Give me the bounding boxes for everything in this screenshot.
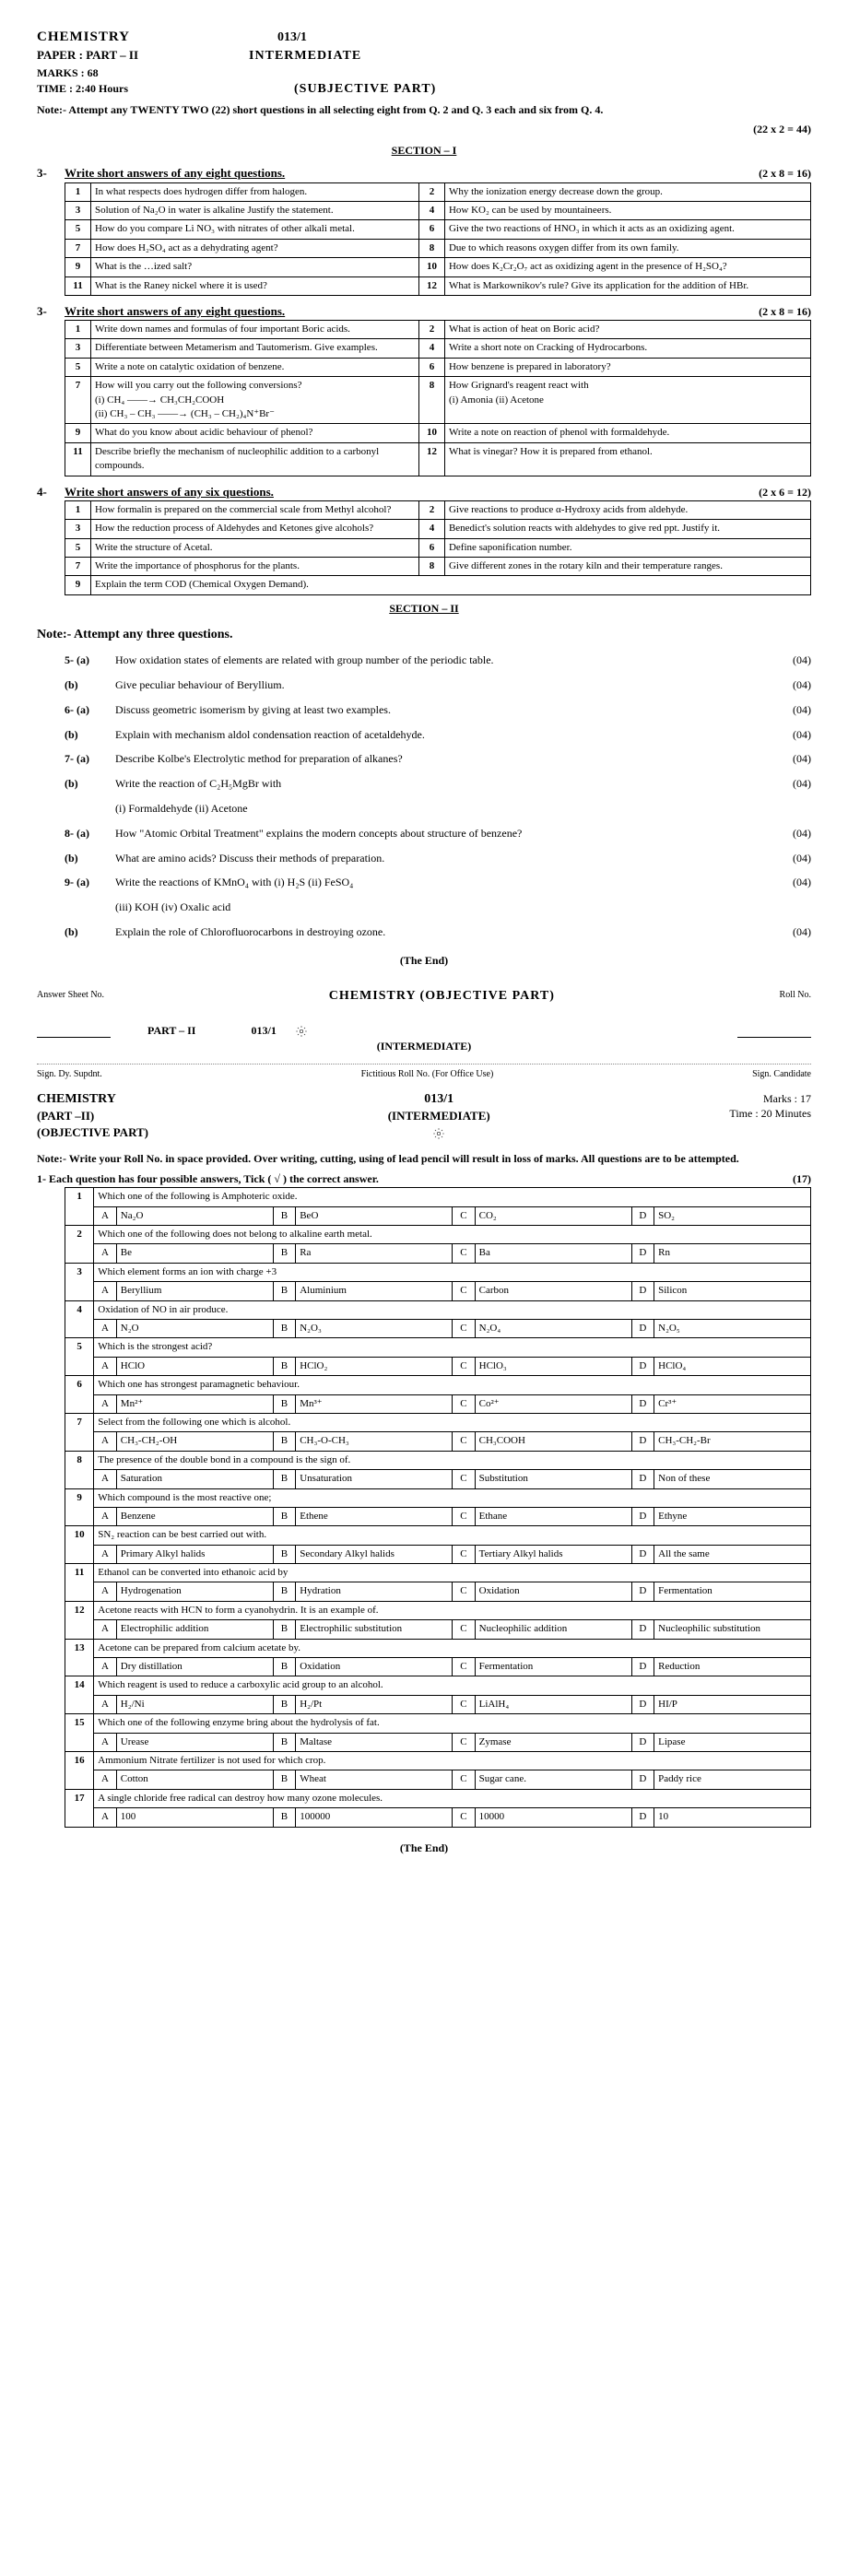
long-question: (iii) KOH (iv) Oxalic acid <box>65 900 811 915</box>
mcq-options-row: AHydrogenationBHydrationCOxidationDFerme… <box>65 1582 811 1601</box>
mcq-question-row: 9Which compound is the most reactive one… <box>65 1488 811 1507</box>
mcq-question-row: 2Which one of the following does not bel… <box>65 1226 811 1244</box>
mcq-question-row: 4Oxidation of NO in air produce. <box>65 1300 811 1319</box>
long-question: (i) Formaldehyde (ii) Acetone <box>65 801 811 817</box>
mcq-options-row: ABerylliumBAluminiumCCarbonDSilicon <box>65 1282 811 1300</box>
objective-note: Note:- Write your Roll No. in space prov… <box>37 1151 811 1167</box>
mcq-question-row: 8The presence of the double bond in a co… <box>65 1451 811 1469</box>
table-row: 5Write a note on catalytic oxidation of … <box>65 358 811 376</box>
note: Note:- Attempt any TWENTY TWO (22) short… <box>37 102 811 118</box>
signature-row: Sign. Dy. Supdnt. Fictitious Roll No. (F… <box>37 1064 811 1081</box>
q4-table: 1How formalin is prepared on the commerc… <box>65 500 811 595</box>
long-question: (b)Give peculiar behaviour of Beryllium.… <box>65 677 811 693</box>
mcq-table: 1Which one of the following is Amphoteri… <box>65 1187 811 1827</box>
long-question: 5- (a)How oxidation states of elements a… <box>65 653 811 668</box>
answer-sheet-box[interactable] <box>37 1023 111 1038</box>
mcq-question-row: 3Which element forms an ion with charge … <box>65 1263 811 1281</box>
mcq-question-row: 6Which one has strongest paramagnetic be… <box>65 1376 811 1394</box>
table-row: 7How will you carry out the following co… <box>65 377 811 424</box>
table-row: 3Solution of Na₂O in water is alkaline J… <box>65 201 811 219</box>
table-row: 5How do you compare Li NO₃ with nitrates… <box>65 220 811 239</box>
time: TIME : 2:40 Hours <box>37 81 128 97</box>
table-row: 11What is the Raney nickel where it is u… <box>65 276 811 295</box>
subject: CHEMISTRY <box>37 28 130 47</box>
long-question: (b)Explain the role of Chlorofluorocarbo… <box>65 924 811 940</box>
paper-part: PAPER : PART – II <box>37 47 138 64</box>
mcq-options-row: AUreaseBMaltaseCZymaseDLipase <box>65 1733 811 1751</box>
mcq-options-row: AMn²⁺BMn³⁺CCo²⁺DCr³⁺ <box>65 1394 811 1413</box>
table-row: 9Explain the term COD (Chemical Oxygen D… <box>65 576 811 594</box>
mcq-options-row: AElectrophilic additionBElectrophilic su… <box>65 1620 811 1639</box>
table-row: 3Differentiate between Metamerism and Ta… <box>65 339 811 358</box>
mcq-options-row: APrimary Alkyl halidsBSecondary Alkyl ha… <box>65 1545 811 1563</box>
table-row: 1In what respects does hydrogen differ f… <box>65 182 811 201</box>
end-marker-2: (The End) <box>37 1841 811 1856</box>
section-2-header: SECTION – II <box>37 601 811 617</box>
table-row: 7Write the importance of phosphorus for … <box>65 557 811 575</box>
roll-no-box[interactable] <box>737 1023 811 1038</box>
q3b-table: 1Write down names and formulas of four i… <box>65 320 811 476</box>
mcq-question-row: 11Ethanol can be converted into ethanoic… <box>65 1564 811 1582</box>
mcq-question-row: 1Which one of the following is Amphoteri… <box>65 1188 811 1206</box>
long-question: 6- (a)Discuss geometric isomerism by giv… <box>65 702 811 718</box>
long-question: 9- (a)Write the reactions of KMnO₄ with … <box>65 875 811 890</box>
mcq-options-row: AHClOBHClO₂CHClO₃DHClO₄ <box>65 1357 811 1375</box>
mcq-question-row: 16Ammonium Nitrate fertilizer is not use… <box>65 1751 811 1770</box>
table-row: 9What do you know about acidic behaviour… <box>65 424 811 442</box>
table-row: 11Describe briefly the mechanism of nucl… <box>65 442 811 476</box>
long-question: 8- (a)How "Atomic Orbital Treatment" exp… <box>65 826 811 841</box>
q3b-header: 3- Write short answers of any eight ques… <box>37 303 811 320</box>
mcq-options-row: ACottonBWheatCSugar cane.DPaddy rice <box>65 1770 811 1789</box>
mcq-question-row: 17A single chloride free radical can des… <box>65 1789 811 1807</box>
table-row: 9What is the …ized salt?10How does K₂Cr₂… <box>65 258 811 276</box>
mcq-question-row: 15Which one of the following enzyme brin… <box>65 1714 811 1733</box>
table-row: 7How does H₂SO₄ act as a dehydrating age… <box>65 239 811 257</box>
mcq-options-row: ASaturationBUnsaturationCSubstitutionDNo… <box>65 1470 811 1488</box>
answer-sheet-row: Answer Sheet No. CHEMISTRY (OBJECTIVE PA… <box>37 987 811 1006</box>
marks: MARKS : 68 <box>37 65 811 81</box>
marks-calc: (22 x 2 = 44) <box>37 122 811 137</box>
level: INTERMEDIATE <box>249 47 361 65</box>
table-row: 5Write the structure of Acetal.6Define s… <box>65 538 811 557</box>
q3a-header: 3- Write short answers of any eight ques… <box>37 165 811 182</box>
section-1-header: SECTION – I <box>37 143 811 159</box>
objective-title-row: CHEMISTRY (PART –II) (OBJECTIVE PART) 01… <box>37 1090 811 1142</box>
mcq-options-row: ADry distillationBOxidationCFermentation… <box>65 1658 811 1676</box>
mcq-instruction: 1- Each question has four possible answe… <box>37 1171 811 1187</box>
mcq-question-row: 7Select from the following one which is … <box>65 1413 811 1431</box>
table-row: 3How the reduction process of Aldehydes … <box>65 520 811 538</box>
long-question: 7- (a)Describe Kolbe's Electrolytic meth… <box>65 751 811 767</box>
mcq-question-row: 12Acetone reacts with HCN to form a cyan… <box>65 1601 811 1619</box>
mcq-question-row: 13Acetone can be prepared from calcium a… <box>65 1639 811 1657</box>
table-row: 1Write down names and formulas of four i… <box>65 321 811 339</box>
long-question: (b)What are amino acids? Discuss their m… <box>65 851 811 866</box>
mcq-options-row: ACH₃-CH₂-OHBCH₃-O-CH₃CCH₃COOHDCH₃-CH₂-Br <box>65 1432 811 1451</box>
mcq-question-row: 14Which reagent is used to reduce a carb… <box>65 1676 811 1695</box>
long-questions: 5- (a)How oxidation states of elements a… <box>37 653 811 940</box>
part-label: (SUBJECTIVE PART) <box>294 80 436 99</box>
end-marker: (The End) <box>37 953 811 969</box>
mcq-options-row: ANa₂OBBeOCCO₂DSO₂ <box>65 1206 811 1225</box>
q3a-table: 1In what respects does hydrogen differ f… <box>65 182 811 296</box>
mcq-question-row: 5Which is the strongest acid? <box>65 1338 811 1357</box>
q4-header: 4- Write short answers of any six questi… <box>37 484 811 500</box>
gear-icon <box>432 1125 445 1138</box>
long-question: (b)Write the reaction of C₂H₅MgBr with(0… <box>65 776 811 792</box>
mcq-options-row: ABenzeneBEtheneCEthaneDEthyne <box>65 1507 811 1525</box>
answer-sheet-row2: PART – II 013/1 <box>37 1023 811 1039</box>
section-2-note: Note:- Attempt any three questions. <box>37 626 811 644</box>
mcq-options-row: AN₂OBN₂O₃CN₂O₄DN₂O₅ <box>65 1319 811 1337</box>
long-question: (b)Explain with mechanism aldol condensa… <box>65 727 811 743</box>
gear-icon <box>295 1023 308 1039</box>
mcq-options-row: A100B100000C10000D10 <box>65 1808 811 1827</box>
mcq-options-row: ABeBRaCBaDRn <box>65 1244 811 1263</box>
paper-code: 013/1 <box>277 29 307 47</box>
table-row: 1How formalin is prepared on the commerc… <box>65 500 811 519</box>
mcq-question-row: 10SN₂ reaction can be best carried out w… <box>65 1526 811 1545</box>
mcq-options-row: AH₂/NiBH₂/PtCLiAlH₄DHI/P <box>65 1695 811 1713</box>
header: CHEMISTRY 013/1 PAPER : PART – II INTERMED… <box>37 28 811 158</box>
